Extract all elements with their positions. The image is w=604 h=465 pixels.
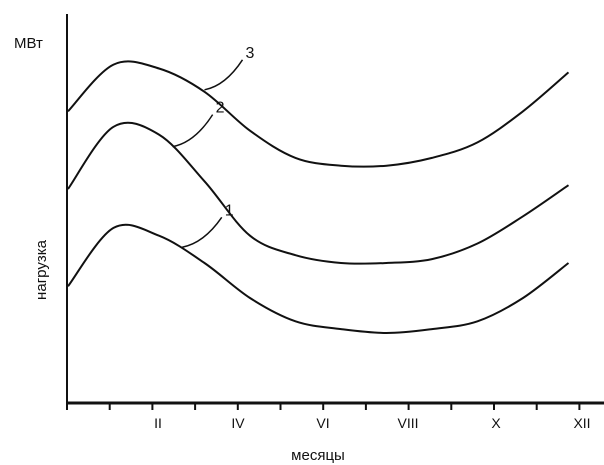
y-unit-label: МВт <box>14 35 43 52</box>
x-tick-label: II <box>154 415 162 431</box>
x-tick-label: IV <box>231 415 245 431</box>
series-callouts: 1 2 3 <box>172 45 255 249</box>
series-label-3: 3 <box>246 45 255 62</box>
x-tick-label: VIII <box>397 415 418 431</box>
series-lines <box>67 60 570 335</box>
x-tick-label: VI <box>316 415 329 431</box>
callout-leader-3 <box>204 59 244 91</box>
x-tick-labels: II IV VI VIII X XII <box>154 415 590 431</box>
series-label-1: 1 <box>225 202 234 219</box>
y-axis-label: нагрузка <box>33 239 50 300</box>
series-line-1 <box>67 223 570 335</box>
series-label-2: 2 <box>216 100 225 117</box>
callout-leader-1 <box>181 216 223 249</box>
callout-leader-2 <box>172 114 214 148</box>
x-tick-label: X <box>491 415 501 431</box>
x-axis-label: месяцы <box>291 447 345 464</box>
series-line-2 <box>67 121 570 265</box>
x-tick-label: XII <box>573 415 590 431</box>
series-line-3 <box>67 60 570 168</box>
x-ticks <box>66 403 581 410</box>
